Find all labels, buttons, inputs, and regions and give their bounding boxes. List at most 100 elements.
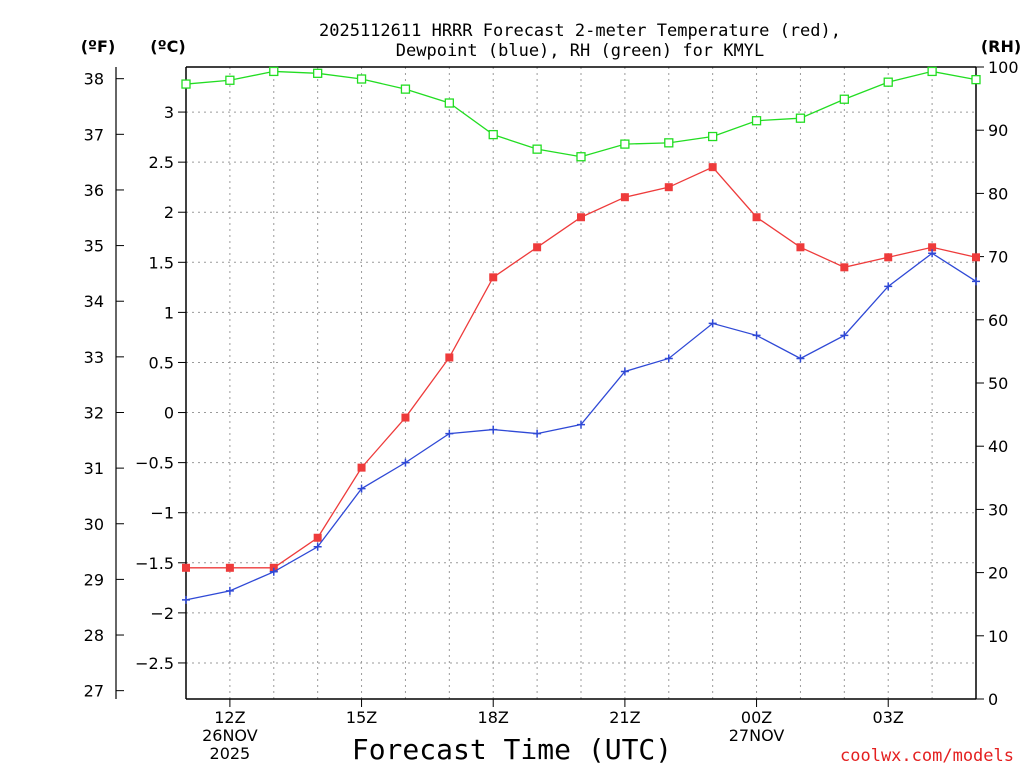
x-tick-label: 21Z [609,708,640,727]
data-point: Relative Humidity: 89 [708,131,718,142]
data-point: Relative Humidity: 94.3 [444,98,454,108]
data-point: Dewpoint: 0.77 [752,331,761,340]
data-point: Dewpoint: 1.26 [884,282,893,291]
data-point: Temperature: 2.15 [620,193,629,202]
data-point: Temperature: 1.65 [796,243,805,252]
data-point: Temperature: -1.55 [225,563,234,572]
data-point: Dewpoint: 1.31 [972,277,980,286]
x-tick-label: 03Z [873,708,904,727]
data-point: Dewpoint: -1.34 [313,542,322,551]
credit-text[interactable]: coolwx.com/models [840,746,1014,766]
rh-tick-label: 80 [988,184,1008,203]
data-point: Temperature: -0.05 [401,413,410,422]
fahrenheit-tick-label: 30 [84,515,104,534]
data-point: Relative Humidity: 94.9 [839,94,849,104]
data-point: Dewpoint: -0.76 [357,484,366,493]
data-point: Dewpoint: 0.41 [620,367,629,376]
data-point: Temperature: 2.25 [664,183,673,192]
data-point: Dewpoint: -1.59 [269,567,278,576]
data-point: Dewpoint: 0.77 [840,331,849,340]
celsius-tick-label: 2.5 [149,153,174,172]
data-point: Relative Humidity: 87 [532,144,542,154]
data-point: Relative Humidity: 98.1 [356,74,367,84]
data-point: Dewpoint: -0.12 [577,420,585,429]
data-point: Temperature: -1.55 [182,563,190,572]
data-point: Dewpoint: -1.87 [182,595,190,604]
fahrenheit-tick-label: 32 [84,403,104,422]
data-point: Dewpoint: -1.78 [225,586,234,595]
fahrenheit-tick-label: 36 [84,181,104,200]
data-point: Temperature: 0.55 [445,353,454,362]
data-point: Relative Humidity: 98 [971,74,981,85]
celsius-tick-label: −1 [150,504,174,523]
rh-tick-label: 40 [988,437,1008,456]
data-point: Dewpoint: 0.89 [708,319,717,328]
x-tick-label: 27NOV [729,726,785,745]
celsius-tick-label: 0.5 [149,353,174,372]
data-point: Temperature: -1.25 [313,533,322,542]
data-point: Temperature: -1.55 [269,563,278,572]
data-point: Temperature: 1.65 [928,243,937,252]
data-point: Temperature: 2.45 [708,163,717,172]
fahrenheit-unit-label: (ºF) [81,37,116,56]
x-tick-label: 12Z [214,708,245,727]
data-point: Relative Humidity: 88 [664,138,674,148]
data-point: Temperature: 1.45 [840,263,849,272]
celsius-tick-label: −0.5 [135,454,174,473]
data-point: Relative Humidity: 97.3 [181,79,191,89]
rh-tick-label: 50 [988,374,1008,393]
data-point: Temperature: 1.35 [489,273,498,282]
fahrenheit-tick-label: 34 [84,292,104,311]
celsius-tick-label: −2.5 [135,654,174,673]
data-point: Dewpoint: 0.54 [796,354,805,363]
data-point: Relative Humidity: 97.9 [225,75,235,85]
data-point: Relative Humidity: 87.8 [620,139,630,149]
rh-tick-label: 90 [988,121,1008,140]
data-point: Temperature: 1.55 [884,253,893,262]
data-point: Temperature: 1.95 [752,213,761,222]
series-relative-humidity: Relative Humidity: 97.3 Relative Humidity… [181,66,981,162]
data-point: Dewpoint: 1.59 [928,249,937,258]
fahrenheit-tick-label: 31 [84,459,104,478]
celsius-tick-label: −1.5 [135,554,174,573]
fahrenheit-tick-label: 27 [84,682,104,701]
celsius-tick-label: 0 [164,404,174,423]
celsius-tick-label: 1 [164,303,174,322]
x-tick-label: 15Z [346,708,377,727]
x-axis-label: Forecast Time (UTC) [352,733,672,766]
celsius-unit-label: (ºC) [150,37,185,56]
x-tick-label: 18Z [478,708,509,727]
fahrenheit-tick-label: 37 [84,125,104,144]
rh-tick-label: 70 [988,248,1008,267]
rh-tick-label: 30 [988,500,1008,519]
rh-tick-label: 20 [988,564,1008,583]
data-point: Dewpoint: -0.21 [533,429,542,438]
rh-tick-label: 0 [988,690,998,709]
fahrenheit-tick-label: 35 [84,237,104,256]
x-tick-label: 2025 [210,744,251,763]
data-point: Dewpoint: -0.21 [445,429,454,438]
series-temperature: Temperature: -1.55 Temperature: -1.55 Temp… [182,163,980,572]
data-point: Relative Humidity: 89.3 [488,129,498,140]
fahrenheit-tick-label: 33 [84,348,104,367]
data-point: Temperature: -0.55 [357,463,366,472]
data-point: Dewpoint: 0.54 [664,354,673,363]
celsius-tick-label: 2 [164,203,174,222]
data-point: Relative Humidity: 96.5 [400,84,411,94]
celsius-tick-label: −2 [150,604,174,623]
celsius-tick-label: 1.5 [149,253,174,272]
data-point: Relative Humidity: 85.8 [576,152,586,162]
fahrenheit-tick-label: 29 [84,570,104,589]
data-point: Relative Humidity: 91.9 [795,113,806,123]
data-point: Dewpoint: -0.5 [401,458,410,467]
data-point: Relative Humidity: 91.5 [751,116,762,126]
data-point: Relative Humidity: 99 [313,68,323,78]
x-tick-label: 26NOV [202,726,258,745]
data-point: Relative Humidity: 99.3 [927,66,937,77]
tick-labels: −2.5 −2 −1.5 −1 −0.5 0 0.5 1 1.5 2 2.5 3 27 28 29 30 31 3… [84,58,1019,763]
data-point: Relative Humidity: 99.3 [269,66,279,77]
rh-tick-label: 100 [988,58,1019,77]
rh-unit-label: (RH) [981,37,1021,56]
data-point: Relative Humidity: 97.6 [883,77,893,87]
